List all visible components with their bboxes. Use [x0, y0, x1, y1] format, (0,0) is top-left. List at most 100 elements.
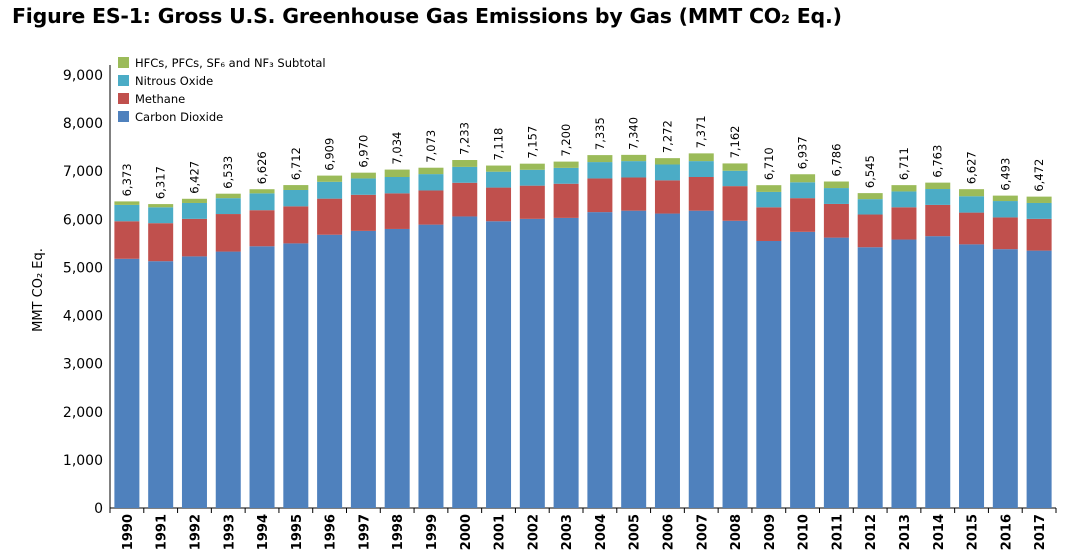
- bar-segment-nitrous: [452, 166, 478, 183]
- bar-segment-nitrous: [992, 201, 1018, 218]
- total-labels: 6,373 6,317 6,427 6,533 6,626 6,712 6,909 6,970…: [120, 115, 1046, 199]
- bar-segment-nitrous: [486, 171, 512, 188]
- bar-segment-nitrous: [790, 182, 816, 199]
- total-data-label: 6,909: [323, 138, 337, 171]
- bar-segment-hfcs: [350, 172, 376, 179]
- bar-segment-nitrous: [418, 174, 444, 191]
- x-tick-label: 2002: [526, 514, 541, 550]
- bar-segment-carbon: [215, 251, 241, 508]
- bar-segment-carbon: [181, 256, 207, 508]
- total-data-label: 6,937: [796, 136, 810, 169]
- total-data-label: 6,627: [965, 151, 979, 184]
- x-tick-label: 1997: [357, 514, 372, 550]
- bar-segment-hfcs: [790, 174, 816, 183]
- total-data-label: 6,970: [356, 135, 370, 168]
- legend-swatch: [118, 57, 129, 68]
- total-data-label: 6,712: [289, 147, 303, 180]
- bar-segment-carbon: [587, 212, 613, 508]
- bar-segment-hfcs: [992, 195, 1018, 202]
- bar-segment-methane: [283, 206, 309, 244]
- total-data-label: 6,763: [931, 145, 945, 178]
- bar-segment-hfcs: [823, 181, 849, 189]
- x-tick-label: 1991: [155, 514, 170, 550]
- bar-segment-carbon: [148, 261, 174, 508]
- x-tick-label: 1990: [121, 514, 136, 550]
- bar-segment-carbon: [891, 239, 917, 509]
- bar-segment-methane: [722, 186, 748, 221]
- bar-segment-carbon: [486, 221, 512, 508]
- bar-segment-carbon: [688, 210, 714, 508]
- legend-label: Nitrous Oxide: [135, 74, 213, 88]
- bar-segment-nitrous: [756, 191, 782, 208]
- x-tick-label: 2012: [864, 514, 879, 550]
- total-data-label: 7,272: [660, 120, 674, 153]
- bar-segment-nitrous: [553, 167, 579, 184]
- x-tick-label: 2011: [830, 514, 845, 550]
- bar-segment-hfcs: [249, 189, 275, 194]
- y-tick-label: 4,000: [63, 309, 103, 325]
- bar-segment-nitrous: [384, 176, 410, 194]
- total-data-label: 7,118: [492, 128, 506, 161]
- bar-segment-methane: [756, 207, 782, 241]
- total-data-label: 7,340: [627, 117, 641, 150]
- x-tick-label: 2008: [729, 514, 744, 550]
- x-tick-label: 2005: [628, 514, 643, 550]
- bar-segment-hfcs: [857, 193, 883, 200]
- bar-segment-hfcs: [215, 193, 241, 199]
- bar-segment-methane: [114, 221, 140, 259]
- bar-segment-hfcs: [654, 158, 680, 165]
- total-data-label: 6,786: [829, 144, 843, 177]
- bar-segment-nitrous: [1026, 202, 1052, 219]
- bar-segment-nitrous: [654, 164, 680, 181]
- total-data-label: 6,545: [863, 155, 877, 188]
- y-axis-label: MMT CO₂ Eq.: [31, 248, 46, 332]
- x-tick-label: 2017: [1033, 514, 1048, 550]
- total-data-label: 7,371: [694, 115, 708, 148]
- x-tick-label: 1994: [256, 514, 271, 550]
- legend-swatch: [118, 75, 129, 86]
- total-data-label: 6,533: [221, 156, 235, 189]
- bar-segment-methane: [215, 214, 241, 252]
- bar-segment-hfcs: [384, 169, 410, 177]
- bar-segment-methane: [857, 214, 883, 248]
- bar-segment-hfcs: [553, 161, 579, 168]
- bar-segment-nitrous: [215, 198, 241, 215]
- y-tick-label: 7,000: [63, 164, 103, 180]
- bar-segment-carbon: [1026, 250, 1052, 508]
- bar-segment-methane: [249, 210, 275, 247]
- axes: 0 1,000 2,000 3,000 4,000 5,000 6,000 7,000 8,00…: [63, 65, 1057, 550]
- bar-segment-nitrous: [722, 170, 748, 187]
- bar-segment-hfcs: [722, 163, 748, 171]
- y-tick-label: 2,000: [63, 405, 103, 421]
- bar-segment-carbon: [553, 217, 579, 508]
- bar-segment-carbon: [992, 249, 1018, 508]
- legend: HFCs, PFCs, SF₆ and NF₃ Subtotal Nitrous …: [118, 56, 326, 124]
- bar-segment-nitrous: [317, 181, 343, 199]
- bar-segment-hfcs: [925, 182, 951, 190]
- x-tick-label: 2004: [594, 514, 609, 550]
- bar-segment-nitrous: [857, 199, 883, 215]
- bar-segment-hfcs: [181, 198, 207, 203]
- x-tick-label: 1992: [188, 514, 203, 550]
- x-tick-label: 2014: [932, 514, 947, 550]
- bar-segment-methane: [1026, 218, 1052, 251]
- bar-segment-carbon: [418, 224, 444, 508]
- bar-segment-methane: [823, 203, 849, 238]
- bar-segment-methane: [959, 212, 985, 245]
- x-tick-label: 2016: [999, 514, 1014, 550]
- bar-segment-methane: [891, 207, 917, 240]
- bar-segment-nitrous: [283, 189, 309, 207]
- bar-segment-carbon: [114, 258, 140, 508]
- bar-segment-methane: [350, 194, 376, 231]
- bar-segment-hfcs: [688, 153, 714, 162]
- bar-segment-nitrous: [519, 169, 545, 186]
- bar-segment-methane: [148, 223, 174, 262]
- bar-segment-methane: [181, 218, 207, 257]
- total-data-label: 6,626: [255, 151, 269, 184]
- x-tick-label: 2015: [966, 514, 981, 550]
- total-data-label: 6,317: [154, 166, 168, 199]
- bar-segment-nitrous: [181, 202, 207, 219]
- x-tick-label: 2000: [459, 514, 474, 550]
- bar-segment-methane: [418, 190, 444, 225]
- bar-segment-carbon: [654, 213, 680, 508]
